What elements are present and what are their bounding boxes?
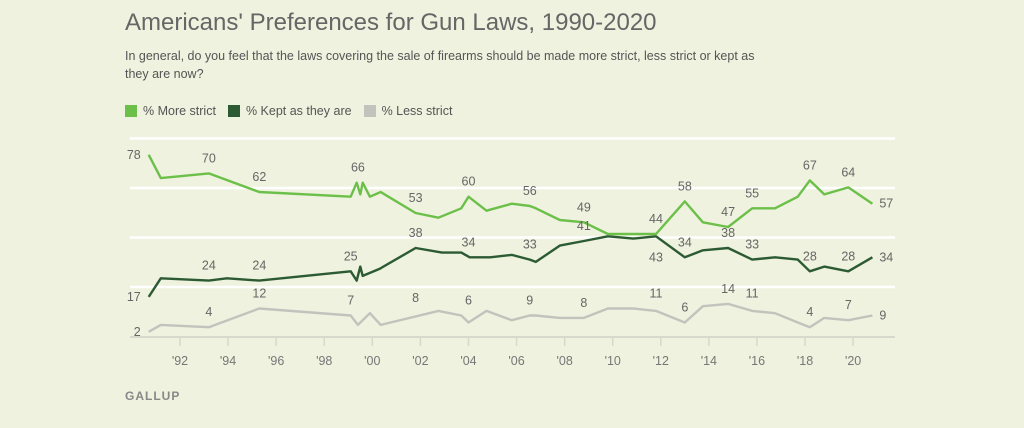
data-label: 64 bbox=[841, 165, 855, 179]
legend-item-more-strict: % More strict bbox=[125, 104, 216, 118]
chart-subtitle: In general, do you feel that the laws co… bbox=[125, 49, 755, 81]
data-label: 57 bbox=[879, 197, 893, 211]
chart-title: Americans' Preferences for Gun Laws, 199… bbox=[125, 9, 657, 36]
data-label: 33 bbox=[745, 238, 759, 252]
x-tick-label: '14 bbox=[701, 354, 717, 368]
data-label: 70 bbox=[202, 151, 216, 165]
x-tick-label: '12 bbox=[653, 354, 669, 368]
data-label: 8 bbox=[412, 291, 419, 305]
data-label: 38 bbox=[721, 226, 735, 240]
source-label: GALLUP bbox=[125, 389, 181, 403]
data-label: 8 bbox=[580, 296, 587, 310]
x-tick-label: '96 bbox=[268, 354, 284, 368]
data-label: 4 bbox=[806, 305, 813, 319]
data-label: 60 bbox=[462, 175, 476, 189]
data-label: 78 bbox=[127, 148, 141, 162]
data-label: 11 bbox=[746, 287, 759, 301]
data-label: 66 bbox=[351, 161, 365, 175]
data-label: 33 bbox=[523, 238, 537, 252]
legend-label: % More strict bbox=[143, 104, 216, 118]
data-label: 58 bbox=[678, 179, 692, 193]
data-label: 55 bbox=[745, 186, 759, 200]
data-label: 24 bbox=[202, 259, 216, 273]
legend-item-kept: % Kept as they are bbox=[227, 104, 352, 118]
data-label: 2 bbox=[134, 325, 141, 339]
data-label: 49 bbox=[577, 200, 591, 214]
data-label: 6 bbox=[681, 301, 688, 315]
data-label: 14 bbox=[721, 282, 735, 296]
data-label: 34 bbox=[879, 250, 893, 264]
data-label: 41 bbox=[577, 219, 591, 233]
x-tick-label: '94 bbox=[220, 354, 236, 368]
data-label: 56 bbox=[523, 184, 537, 198]
data-label: 28 bbox=[841, 249, 855, 263]
legend-swatch-more-strict bbox=[125, 105, 137, 117]
x-tick-label: '04 bbox=[460, 354, 476, 368]
data-label: 43 bbox=[649, 250, 663, 264]
x-tick-label: '00 bbox=[364, 354, 380, 368]
x-tick-label: '08 bbox=[556, 354, 572, 368]
legend-item-less-strict: % Less strict bbox=[363, 104, 453, 118]
legend-swatch-kept bbox=[227, 105, 240, 117]
x-tick-label: '98 bbox=[316, 354, 332, 368]
data-label: 9 bbox=[879, 309, 886, 323]
data-label: 17 bbox=[127, 290, 141, 304]
data-label: 34 bbox=[462, 235, 476, 249]
data-label: 62 bbox=[252, 170, 266, 184]
series-line bbox=[147, 154, 874, 236]
data-label: 12 bbox=[252, 287, 266, 301]
data-label: 34 bbox=[678, 235, 692, 249]
data-label: 67 bbox=[803, 158, 817, 172]
legend: % More strict % Kept as they are % Less … bbox=[125, 104, 452, 118]
data-label: 7 bbox=[347, 294, 354, 308]
data-label: 25 bbox=[344, 249, 358, 263]
data-label: 4 bbox=[205, 305, 212, 319]
legend-label: % Less strict bbox=[381, 104, 453, 118]
x-tick-label: '20 bbox=[845, 354, 861, 368]
data-label: 7 bbox=[845, 298, 852, 312]
x-tick-label: '18 bbox=[797, 354, 813, 368]
data-label: 44 bbox=[649, 212, 663, 226]
x-tick-label: '06 bbox=[508, 354, 524, 368]
x-tick-label: '02 bbox=[412, 354, 428, 368]
x-tick-label: '92 bbox=[172, 354, 188, 368]
series-line bbox=[148, 302, 873, 333]
data-label: 6 bbox=[465, 294, 472, 308]
data-label: 11 bbox=[649, 287, 662, 301]
legend-label: % Kept as they are bbox=[245, 104, 352, 118]
data-label: 53 bbox=[409, 191, 423, 205]
data-label: 24 bbox=[252, 259, 266, 273]
x-tick-label: '16 bbox=[749, 354, 765, 368]
x-tick-label: '10 bbox=[605, 354, 621, 368]
legend-swatch-less-strict bbox=[363, 105, 376, 117]
data-label: 38 bbox=[409, 226, 423, 240]
data-label: 9 bbox=[526, 294, 533, 308]
data-label: 47 bbox=[721, 205, 735, 219]
data-label: 28 bbox=[803, 249, 817, 263]
